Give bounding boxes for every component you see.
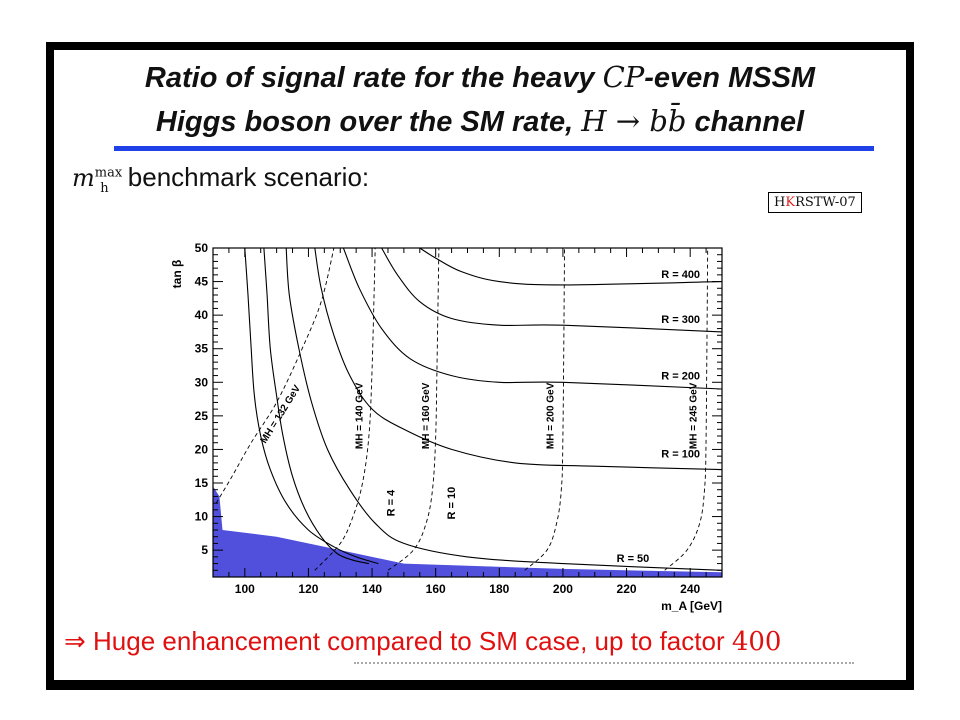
subtitle: mmaxh benchmark scenario: [72, 162, 369, 196]
y-axis-label: tan β [170, 260, 184, 289]
y-tick-label: 10 [195, 510, 209, 524]
y-tick-label: 25 [195, 409, 209, 423]
curve-r-100 [314, 248, 722, 471]
annotation-r-200: R = 200 [661, 371, 700, 383]
subtitle-superscript: max [94, 165, 123, 181]
curve-r-400 [419, 248, 722, 286]
curve-r-50 [285, 248, 722, 571]
title-math: H → bb̄ [581, 104, 687, 138]
curve-r-10 [263, 248, 370, 565]
x-tick-label: 120 [298, 582, 318, 596]
title-line-1-end: -even MSSM [644, 62, 816, 94]
title-line-1: Ratio of signal rate for the heavy CP-ev… [54, 60, 906, 95]
conclusion-number: 400 [731, 627, 782, 657]
x-tick-label: 140 [362, 582, 382, 596]
x-tick-label: 220 [617, 582, 637, 596]
curve-m-h-132-gev [215, 248, 335, 504]
x-tick-label: 160 [426, 582, 446, 596]
curve-m-h-200-gev [524, 248, 565, 571]
annotation-m-h-140-gev: MH = 140 GeV [354, 382, 365, 449]
subtitle-text: benchmark scenario: [120, 162, 370, 192]
x-tick-label: 100 [235, 582, 255, 596]
annotation-r-300: R = 300 [661, 314, 700, 326]
chart: 100 120 140 160 180 200 220 240 5 10 15 20 25 30 35 40 4… [170, 241, 723, 613]
annotation-r-50: R = 50 [617, 553, 650, 565]
conclusion: ⇒ Huge enhancement compared to SM case, … [64, 626, 781, 657]
y-tick-label: 30 [195, 375, 209, 389]
title-underline [114, 146, 874, 151]
curve-r-4 [244, 248, 379, 565]
conclusion-arrow: ⇒ [64, 626, 86, 656]
x-tick-label: 240 [680, 582, 700, 596]
reference-badge: HKRSTW-07 [768, 192, 862, 213]
y-tick-label: 5 [201, 543, 208, 557]
excluded-region [213, 486, 722, 577]
y-tick-label: 35 [195, 342, 209, 356]
curve-r-200 [342, 248, 722, 390]
annotation-m-h-132-gev: MH = 132 GeV [259, 383, 304, 445]
y-tick-label: 50 [195, 241, 209, 255]
curve-m-h-245-gev [664, 248, 709, 571]
annotation-r-4: R = 4 [385, 489, 397, 516]
y-tick-label: 20 [195, 442, 209, 456]
annotation-m-h-160-gev: MH = 160 GeV [421, 382, 432, 449]
annotation-r-100: R = 100 [661, 448, 700, 460]
title-line-2: Higgs boson over the SM rate, H → bb̄ ch… [54, 104, 906, 139]
curve-r-300 [381, 248, 722, 333]
annotation-m-h-200-gev: MH = 200 GeV [545, 382, 556, 449]
x-tick-label: 200 [553, 582, 573, 596]
slide-frame: Ratio of signal rate for the heavy CP-ev… [46, 42, 914, 690]
curve-m-h-140-gev [314, 248, 376, 571]
badge-text-start: H [774, 195, 786, 210]
slide: Ratio of signal rate for the heavy CP-ev… [54, 50, 906, 680]
curve-m-h-160-gev [387, 248, 440, 571]
y-tick-label: 40 [195, 308, 209, 322]
badge-text-end: RSTW-07 [795, 195, 856, 210]
x-axis-label: m_A [GeV] [661, 599, 722, 613]
annotation-r-400: R = 400 [661, 269, 700, 281]
title-line-2-end: channel [686, 106, 805, 138]
annotation-m-h-245-gev: MH = 245 GeV [688, 382, 699, 449]
x-tick-label: 180 [489, 582, 509, 596]
subtitle-subscript: h [100, 181, 109, 197]
title-line-2-start: Higgs boson over the SM rate, [155, 106, 582, 138]
title-line-1-start: Ratio of signal rate for the heavy [144, 62, 603, 94]
conclusion-text: Huge enhancement compared to SM case, up… [85, 626, 732, 656]
badge-text-highlight: K [785, 195, 796, 210]
title-cp-symbol: CP [602, 60, 645, 94]
y-tick-label: 45 [195, 275, 209, 289]
y-tick-label: 15 [195, 476, 209, 490]
truncated-line [354, 662, 854, 667]
annotation-r-10: R = 10 [446, 487, 458, 520]
subtitle-symbol: m [72, 164, 95, 192]
